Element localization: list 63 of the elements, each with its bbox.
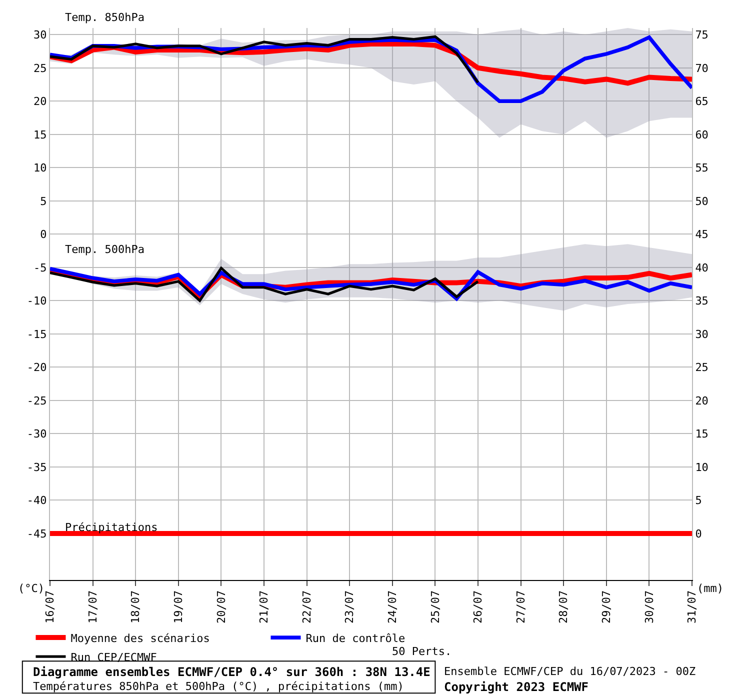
legend-label: Run de contrôle (306, 632, 406, 645)
annotation: Temp. 500hPa (65, 243, 144, 256)
y2-axis-title: (mm) (697, 582, 724, 595)
line-series (50, 266, 480, 302)
y2-tick-label: 55 (695, 162, 708, 175)
y2-tick-label: 60 (695, 128, 708, 142)
y-tick-label: 5 (40, 194, 47, 208)
text: 50 Perts. (392, 645, 452, 658)
y-tick-label: -45 (26, 527, 47, 540)
y-axis-title: (°C) (18, 582, 44, 595)
y2-tick-label: 40 (695, 261, 708, 274)
x-tick-label: 18/07 (129, 590, 142, 624)
x-tick-label: 25/07 (428, 590, 442, 624)
y-tick-label: -10 (26, 294, 47, 308)
x-tick-label: 21/07 (258, 590, 271, 624)
y-tick-label: -15 (26, 328, 47, 341)
x-tick-label: 27/07 (514, 590, 528, 624)
y2-tick-label: 65 (695, 95, 708, 108)
y2-tick-label: 30 (695, 328, 708, 341)
y-tick-label: 15 (34, 128, 47, 142)
y2-tick-label: 35 (695, 294, 708, 308)
y2-tick-label: 0 (695, 527, 702, 540)
y2-tick-label: 50 (695, 194, 708, 208)
x-tick-label: 20/07 (214, 590, 228, 624)
text: Copyright 2023 ECMWF (444, 680, 588, 694)
y2-tick-label: 20 (695, 394, 708, 408)
y-tick-label: -30 (26, 428, 47, 441)
x-tick-label: 24/07 (386, 590, 399, 624)
y-tick-label: 10 (34, 162, 47, 175)
y-tick-label: -20 (26, 361, 47, 374)
x-tick-label: 30/07 (642, 590, 656, 624)
y-tick-label: 0 (40, 228, 47, 242)
x-tick-label: 28/07 (557, 590, 570, 624)
y2-tick-label: 25 (695, 361, 708, 374)
legend-label: Run CEP/ECMWF (70, 650, 157, 664)
legend-label: Moyenne des scénarios (70, 632, 210, 645)
y2-tick-label: 15 (695, 428, 708, 441)
y-tick-label: -25 (26, 394, 47, 408)
x-tick-label: 26/07 (472, 590, 485, 624)
y-tick-label: -40 (26, 494, 47, 508)
text: Ensemble ECMWF/CEP du 16/07/2023 - 00Z (444, 665, 696, 678)
x-tick-label: 16/07 (44, 590, 57, 624)
x-tick-label: 22/07 (300, 590, 314, 624)
text: Temp. 850hPa (65, 11, 144, 24)
x-tick-label: 29/07 (600, 590, 613, 624)
text: Températures 850hPa et 500hPa (°C) , précipitations (mm) (33, 680, 404, 693)
text: Diagramme ensembles ECMWF/CEP 0.4° sur 360h : 38N 13.4E (33, 665, 430, 679)
x-tick-label: 17/07 (86, 590, 100, 624)
y-tick-label: 20 (34, 95, 47, 108)
line-series (50, 35, 480, 84)
y-tick-label: -35 (26, 460, 47, 474)
y2-tick-label: 10 (695, 460, 708, 474)
y-tick-label: 30 (34, 28, 47, 42)
y2-tick-label: 5 (695, 494, 702, 508)
y-tick-label: -5 (34, 261, 47, 274)
y2-tick-label: 45 (695, 228, 708, 242)
y2-tick-label: 70 (695, 62, 708, 75)
x-tick-label: 19/07 (172, 590, 185, 624)
y2-tick-label: 75 (695, 28, 708, 42)
y-tick-label: 25 (34, 62, 47, 75)
annotation: Précipitations (65, 521, 158, 534)
x-tick-label: 31/07 (686, 590, 699, 624)
x-tick-label: 23/07 (343, 590, 356, 624)
